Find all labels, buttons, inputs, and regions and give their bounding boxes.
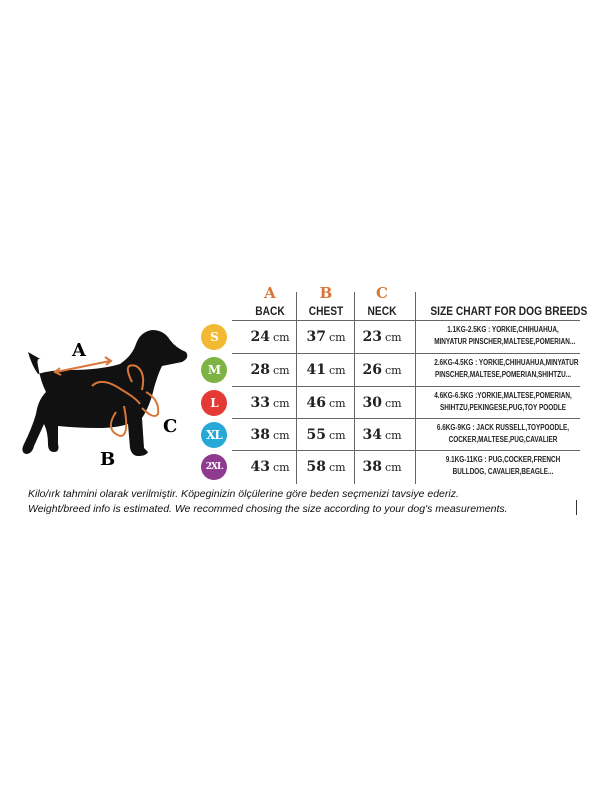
neck-header: NECK [367,304,397,318]
back-value: 38 cm [250,427,290,443]
table-row: XL 38 cm 55 cm 34 cm 6.6KG-9KG : JACK RUSSE… [195,419,590,451]
size-badge: XL [201,422,227,448]
chest-header: CHEST [308,304,344,318]
breed-info: 6.6KG-9KG : JACK RUSSELL,TOYPOODLE, COCKE… [436,423,570,444]
chest-letter: B [319,284,333,302]
chest-value: 37 cm [306,329,346,345]
size-badge: S [201,324,227,350]
label-c: C [163,416,177,437]
divider [576,500,577,515]
divider [232,320,580,321]
note-turkish: Kilo/ırk tahmini olarak verilmiştir. Köp… [28,488,459,500]
back-value: 33 cm [250,395,290,411]
chest-value: 41 cm [306,362,346,378]
neck-value: 34 cm [362,427,402,443]
neck-value: 23 cm [362,329,402,345]
neck-value: 38 cm [362,459,402,475]
breed-info: 1.1KG-2.5KG : YORKIE,CHIHUAHUA, MINYATUR … [434,325,576,346]
label-b: B [100,449,115,470]
divider [354,292,355,484]
divider [232,386,580,387]
neck-value: 26 cm [362,362,402,378]
note-english: Weight/breed info is estimated. We recom… [28,503,508,515]
neck-letter: C [376,284,388,302]
back-value: 28 cm [250,362,290,378]
back-value: 43 cm [250,459,290,475]
measure-arrows [53,356,160,438]
table-row: M 28 cm 41 cm 26 cm 2.6KG-4.5KG : YORKIE,CH… [195,354,590,386]
label-a: A [71,340,87,361]
divider [232,418,580,419]
dog-silhouette [22,330,188,456]
table-row: L 33 cm 46 cm 30 cm 4.6KG-6.5KG :YORKIE,MAL… [195,387,590,419]
divider [232,353,580,354]
size-badge: 2XL [201,454,227,480]
back-letter: A [264,284,276,302]
chest-value: 55 cm [306,427,346,443]
back-header: BACK [255,304,285,318]
chest-value: 58 cm [306,459,346,475]
breed-info: 9.1KG-11KG : PUG,COCKER,FRENCH BULLDOG, C… [445,455,561,476]
back-value: 24 cm [250,329,290,345]
dog-silhouette-diagram: A B C [22,330,188,470]
size-badge: M [201,357,227,383]
divider [296,292,297,484]
breed-info: 2.6KG-4.5KG : YORKIE,CHIHUAHUA,MINYATUR P… [434,358,579,379]
divider [232,450,580,451]
neck-value: 30 cm [362,395,402,411]
breeds-header: SIZE CHART FOR DOG BREEDS [430,304,588,318]
breed-info: 4.6KG-6.5KG :YORKIE,MALTESE,POMERIAN, SHI… [434,391,572,412]
chest-value: 46 cm [306,395,346,411]
size-badge: L [201,390,227,416]
divider [415,292,416,484]
table-row: S 24 cm 37 cm 23 cm 1.1KG-2.5KG : YORKIE,CH… [195,321,590,353]
table-row: 2XL 43 cm 58 cm 38 cm 9.1KG-11KG : PUG,COCK… [195,451,590,483]
